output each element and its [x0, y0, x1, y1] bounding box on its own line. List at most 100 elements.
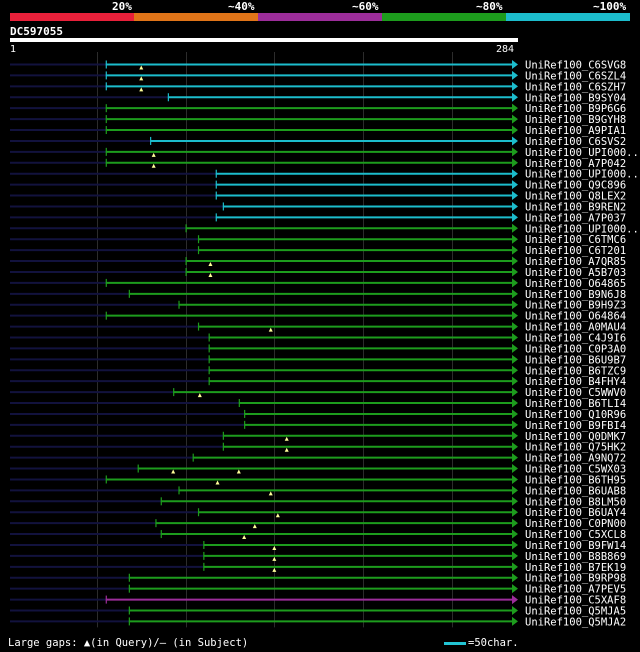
hit-end-arrow	[512, 300, 518, 310]
hit-end-arrow	[512, 256, 518, 266]
hit-label: UniRef100_B9FW14	[525, 540, 626, 552]
hit-label: UniRef100_C6SVG8	[525, 60, 626, 72]
hit-label: UniRef100_B7EK19	[525, 562, 626, 574]
gap-marker	[197, 393, 202, 398]
length-scale-swatch	[444, 641, 466, 645]
identity-segment-40	[134, 13, 258, 21]
hit-end-arrow	[512, 573, 518, 583]
hit-label: UniRef100_Q8LEX2	[525, 191, 626, 203]
gap-marker	[252, 524, 257, 529]
hit-label: UniRef100_B9N6J8	[525, 289, 626, 301]
hit-label: UniRef100_C5WX03	[525, 464, 626, 476]
hit-end-arrow	[512, 60, 518, 69]
hit-end-arrow	[512, 322, 518, 332]
hit-label: UniRef100_UPI000..	[525, 169, 639, 181]
hit-label: UniRef100_Q9C896	[525, 180, 626, 192]
gap-marker	[139, 87, 144, 92]
hit-end-arrow	[512, 136, 518, 146]
hit-label: UniRef100_C5XCL8	[525, 529, 626, 541]
hit-label: UniRef100_B9P6G6	[525, 103, 626, 115]
hit-label: UniRef100_UPI000..	[525, 223, 639, 235]
gap-marker	[284, 447, 289, 452]
hit-end-arrow	[512, 496, 518, 506]
identity-label-60: ~60%	[352, 0, 379, 13]
identity-label-20: 20%	[112, 0, 132, 13]
hit-end-arrow	[512, 180, 518, 190]
identity-segment-20	[10, 13, 134, 21]
hit-end-arrow	[512, 464, 518, 474]
hit-end-arrow	[512, 201, 518, 211]
hit-label: UniRef100_B9SY04	[525, 92, 626, 104]
gap-marker	[284, 436, 289, 441]
hit-end-arrow	[512, 158, 518, 168]
hit-label: UniRef100_C6SZL4	[525, 70, 626, 82]
hit-label: UniRef100_B9GYH8	[525, 114, 626, 126]
identity-color-scale: 20% ~40% ~60% ~80% ~100%	[10, 0, 630, 22]
hit-label: UniRef100_C4J9I6	[525, 333, 626, 345]
hit-label: UniRef100_O64865	[525, 278, 626, 290]
hit-end-arrow	[512, 92, 518, 102]
identity-label-80: ~80%	[476, 0, 503, 13]
gap-marker	[242, 535, 247, 540]
hit-end-arrow	[512, 169, 518, 179]
gap-marker	[275, 513, 280, 518]
hit-label: UniRef100_Q10R96	[525, 409, 626, 421]
hit-label: UniRef100_B4FHY4	[525, 376, 626, 388]
hit-end-arrow	[512, 398, 518, 408]
hit-label: UniRef100_A5B703	[525, 267, 626, 279]
identity-label-100: ~100%	[593, 0, 627, 13]
hit-end-arrow	[512, 485, 518, 495]
gap-marker	[236, 469, 241, 474]
query-bar	[10, 38, 518, 42]
hit-end-arrow	[512, 223, 518, 233]
hit-label: UniRef100_UPI000..	[525, 147, 639, 159]
hit-label: UniRef100_C5XAF8	[525, 595, 626, 607]
hit-end-arrow	[512, 453, 518, 463]
length-scale-label: =50char.	[468, 637, 519, 649]
hit-label: UniRef100_C6T201	[525, 245, 626, 257]
hit-label: UniRef100_C6SVS2	[525, 136, 626, 148]
identity-segment-80	[382, 13, 506, 21]
hit-label: UniRef100_B8LM50	[525, 496, 626, 508]
hit-label: UniRef100_B9REN2	[525, 201, 626, 213]
hit-end-arrow	[512, 234, 518, 244]
hit-label: UniRef100_Q5MJA2	[525, 616, 626, 628]
hit-label: UniRef100_C6SZH7	[525, 81, 626, 93]
hit-end-arrow	[512, 551, 518, 561]
hit-label: UniRef100_C6TMC6	[525, 234, 626, 246]
hit-end-arrow	[512, 245, 518, 255]
hit-end-arrow	[512, 409, 518, 419]
hit-end-arrow	[512, 431, 518, 441]
gap-marker	[139, 65, 144, 70]
hit-end-arrow	[512, 420, 518, 430]
hit-end-arrow	[512, 540, 518, 550]
hit-end-arrow	[512, 267, 518, 277]
hit-end-arrow	[512, 365, 518, 375]
hit-end-arrow	[512, 191, 518, 201]
hit-end-arrow	[512, 616, 518, 626]
hit-label: UniRef100_A9NQ72	[525, 453, 626, 465]
hit-end-arrow	[512, 562, 518, 572]
hit-label: UniRef100_C0PN00	[525, 518, 626, 530]
hit-end-arrow	[512, 81, 518, 91]
gap-legend: Large gaps: ▲(in Query)/— (in Subject)	[8, 637, 249, 649]
gap-marker	[272, 567, 277, 572]
gap-marker	[208, 262, 213, 267]
gap-marker	[171, 469, 176, 474]
identity-segment-100	[506, 13, 630, 21]
hit-label: UniRef100_B9FBI4	[525, 420, 626, 432]
hit-label: UniRef100_A7PEV5	[525, 584, 626, 596]
hit-label: UniRef100_B6UAB8	[525, 485, 626, 497]
hit-end-arrow	[512, 103, 518, 113]
hit-end-arrow	[512, 354, 518, 364]
query-end-label: 284	[496, 44, 515, 55]
hit-end-arrow	[512, 584, 518, 594]
hit-label: UniRef100_B6U9B7	[525, 354, 626, 366]
hit-end-arrow	[512, 387, 518, 397]
hit-label: UniRef100_O64864	[525, 311, 626, 323]
hit-label: UniRef100_A7QR85	[525, 256, 626, 268]
length-scale: =50char.	[444, 637, 519, 649]
hit-label: UniRef100_B6TZC9	[525, 365, 626, 377]
gap-marker	[208, 272, 213, 277]
